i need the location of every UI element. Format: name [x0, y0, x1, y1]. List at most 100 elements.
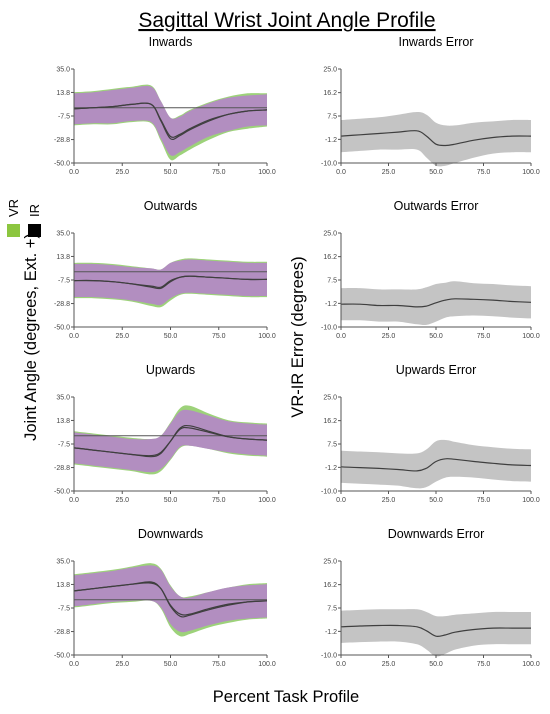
inwards-ytick-label: -7.5	[58, 114, 70, 121]
downwards-xtick-label: 75.0	[212, 661, 226, 668]
outwards-ytick-label: -28.8	[54, 301, 70, 308]
inwards-xtick-label: 100.0	[258, 169, 276, 176]
outwards-ytick-label: -7.5	[58, 278, 70, 285]
upwards-ytick-label: -50.0	[54, 489, 70, 496]
outwards-error-mean-error	[340, 298, 532, 308]
downwards-error-xtick-label: 50.0	[429, 661, 443, 668]
upwards-error-xtick-label: 75.0	[477, 497, 491, 504]
upwards-error-xtick-label: 50.0	[429, 497, 443, 504]
outwards-error-ytick-label: 25.0	[323, 231, 337, 238]
outwards-error-xtick-label: 75.0	[477, 333, 491, 340]
downwards-error-ytick-label: 7.5	[327, 606, 337, 613]
downwards-xtick-label: 100.0	[258, 661, 276, 668]
downwards-xtick-label: 50.0	[164, 661, 178, 668]
chart-downwards-error: Downwards Error 25.0 16.2 7.5 -1.2 -10.00.0 25…	[321, 527, 540, 668]
upwards-error-ytick-label: 25.0	[323, 395, 337, 402]
outwards-xtick-label: 75.0	[212, 333, 226, 340]
upwards-ytick-label: 35.0	[56, 395, 70, 402]
inwards-error-xtick-label: 100.0	[522, 169, 540, 176]
outwards-error-ytick-label: -10.0	[321, 325, 337, 332]
upwards-title: Upwards	[146, 363, 195, 377]
upwards-ytick-label: -7.5	[58, 442, 70, 449]
downwards-title: Downwards	[138, 527, 203, 541]
inwards-ytick-label: -50.0	[54, 161, 70, 168]
inwards-xtick-label: 50.0	[164, 169, 178, 176]
left-y-axis-label: Joint Angle (degrees, Ext. +)	[22, 233, 40, 441]
outwards-mean-ir	[73, 275, 268, 289]
upwards-error-ytick-label: 7.5	[327, 442, 337, 449]
downwards-ytick-label: -50.0	[54, 653, 70, 660]
chart-inwards: Inwards 35.0 13.8 -7.5 -28.8 -50.00.0 25.0 50.0…	[54, 35, 276, 176]
outwards-xtick-label: 25.0	[115, 333, 129, 340]
downwards-ytick-label: -28.8	[54, 629, 70, 636]
legend-swatch-vr	[7, 224, 20, 237]
upwards-error-ytick-label: -1.2	[325, 465, 337, 472]
inwards-error-xtick-label: 0.0	[336, 169, 346, 176]
outwards-ytick-label: -50.0	[54, 325, 70, 332]
outwards-error-title: Outwards Error	[394, 199, 479, 213]
downwards-ytick-label: 13.8	[56, 582, 70, 589]
inwards-error-xtick-label: 75.0	[477, 169, 491, 176]
downwards-error-mean-error	[340, 624, 531, 637]
inwards-xtick-label: 25.0	[115, 169, 129, 176]
upwards-ytick-label: -28.8	[54, 465, 70, 472]
inwards-band-ir	[74, 85, 267, 156]
downwards-band-ir	[74, 565, 267, 633]
outwards-error-xtick-label: 50.0	[429, 333, 443, 340]
inwards-error-mean-error	[340, 130, 532, 147]
downwards-ytick-label: -7.5	[58, 606, 70, 613]
right-y-axis-label: VR-IR Error (degrees)	[289, 256, 307, 417]
inwards-error-ytick-label: 7.5	[327, 114, 337, 121]
chart-inwards-error: Inwards Error 25.0 16.2 7.5 -1.2 -10.00.0 25.0…	[321, 35, 540, 176]
upwards-error-mean-error	[340, 458, 532, 472]
outwards-error-xtick-label: 100.0	[522, 333, 540, 340]
outwards-error-ytick-label: 16.2	[323, 254, 337, 261]
inwards-ytick-label: 13.8	[56, 90, 70, 97]
upwards-error-ytick-label: 16.2	[323, 418, 337, 425]
downwards-ytick-label: 35.0	[56, 559, 70, 566]
upwards-xtick-label: 100.0	[258, 497, 276, 504]
inwards-title: Inwards	[149, 35, 193, 49]
outwards-ytick-label: 13.8	[56, 254, 70, 261]
downwards-xtick-label: 0.0	[69, 661, 79, 668]
chart-upwards: Upwards 35.0 13.8 -7.5 -28.8 -50.00.0 25.0 50.0…	[54, 363, 276, 504]
chart-downwards: Downwards 35.0 13.8 -7.5 -28.8 -50.00.0 25.0 50…	[54, 527, 276, 668]
inwards-error-band-error	[341, 112, 531, 167]
x-axis-label: Percent Task Profile	[213, 688, 359, 706]
legend-swatch-ir	[28, 224, 41, 237]
downwards-error-xtick-label: 25.0	[382, 661, 396, 668]
inwards-error-title: Inwards Error	[398, 35, 473, 49]
upwards-xtick-label: 25.0	[115, 497, 129, 504]
inwards-error-xtick-label: 50.0	[429, 169, 443, 176]
downwards-error-title: Downwards Error	[388, 527, 485, 541]
inwards-error-ytick-label: 25.0	[323, 67, 337, 74]
downwards-error-ytick-label: 25.0	[323, 559, 337, 566]
upwards-xtick-label: 50.0	[164, 497, 178, 504]
inwards-mean-ir	[73, 102, 268, 138]
inwards-error-ytick-label: 16.2	[323, 90, 337, 97]
outwards-xtick-label: 0.0	[69, 333, 79, 340]
downwards-error-xtick-label: 100.0	[522, 661, 540, 668]
chart-upwards-error: Upwards Error 25.0 16.2 7.5 -1.2 -10.00.0 25.0…	[321, 363, 540, 504]
outwards-error-ytick-label: -1.2	[325, 301, 337, 308]
legend-label-ir: IR	[27, 204, 42, 217]
downwards-error-ytick-label: -1.2	[325, 629, 337, 636]
outwards-ytick-label: 35.0	[56, 231, 70, 238]
upwards-ytick-label: 13.8	[56, 418, 70, 425]
downwards-error-ytick-label: 16.2	[323, 582, 337, 589]
outwards-error-ytick-label: 7.5	[327, 278, 337, 285]
outwards-error-xtick-label: 0.0	[336, 333, 346, 340]
upwards-xtick-label: 75.0	[212, 497, 226, 504]
downwards-error-ytick-label: -10.0	[321, 653, 337, 660]
downwards-error-xtick-label: 0.0	[336, 661, 346, 668]
upwards-xtick-label: 0.0	[69, 497, 79, 504]
downwards-xtick-label: 25.0	[115, 661, 129, 668]
legend: VR IR	[6, 199, 42, 237]
figure-title: Sagittal Wrist Joint Angle Profile	[138, 9, 435, 32]
inwards-ytick-label: -28.8	[54, 137, 70, 144]
outwards-error-xtick-label: 25.0	[382, 333, 396, 340]
inwards-error-xtick-label: 25.0	[382, 169, 396, 176]
inwards-error-ytick-label: -1.2	[325, 137, 337, 144]
